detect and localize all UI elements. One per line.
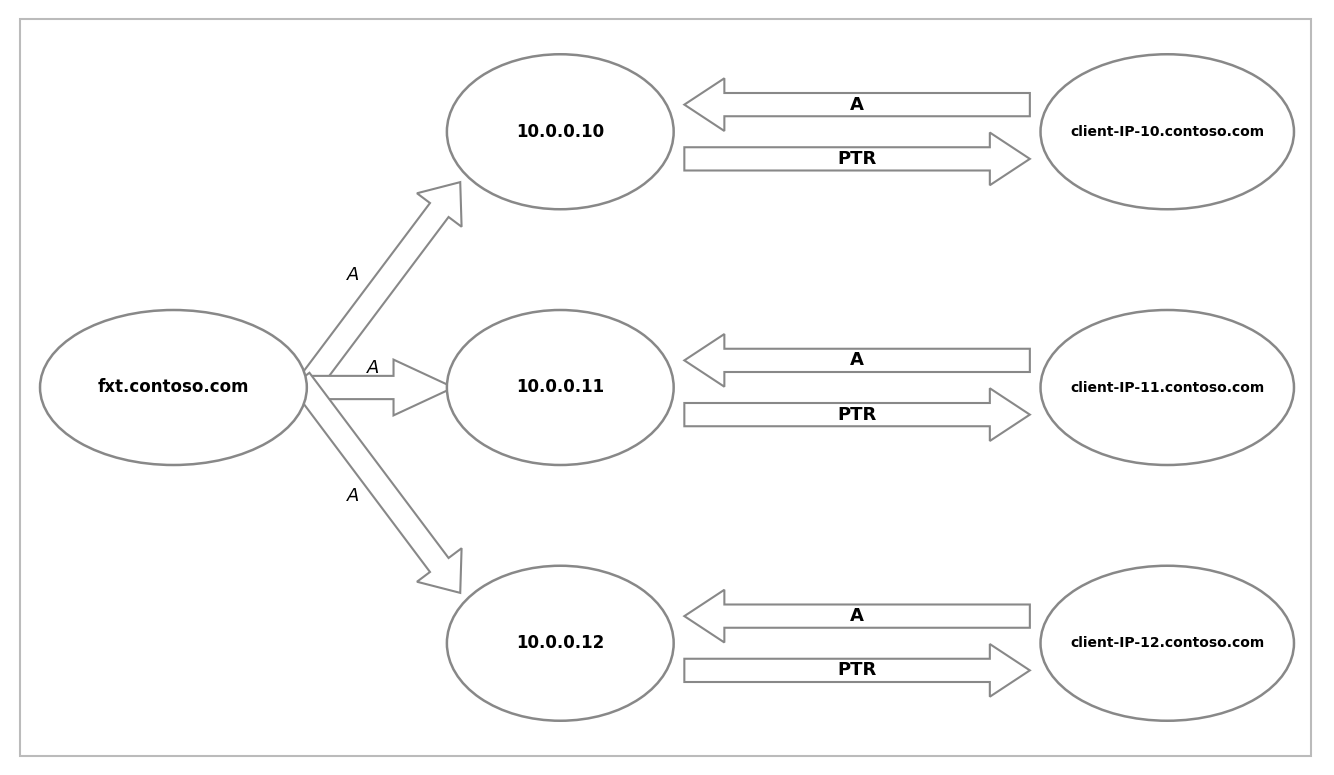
Ellipse shape — [447, 566, 674, 721]
Text: client-IP-12.contoso.com: client-IP-12.contoso.com — [1070, 636, 1265, 650]
Text: PTR: PTR — [838, 150, 876, 168]
Text: A: A — [347, 266, 360, 284]
Text: PTR: PTR — [838, 661, 876, 680]
Text: A: A — [367, 359, 380, 377]
Ellipse shape — [447, 54, 674, 209]
Polygon shape — [684, 78, 1030, 131]
Ellipse shape — [1041, 54, 1294, 209]
Text: PTR: PTR — [838, 405, 876, 424]
Text: client-IP-11.contoso.com: client-IP-11.contoso.com — [1070, 381, 1265, 394]
Text: 10.0.0.11: 10.0.0.11 — [516, 378, 604, 397]
Text: A: A — [850, 607, 864, 625]
Text: A: A — [850, 351, 864, 370]
Polygon shape — [684, 590, 1030, 642]
Text: 10.0.0.10: 10.0.0.10 — [516, 122, 604, 141]
Polygon shape — [291, 373, 462, 593]
Text: 10.0.0.12: 10.0.0.12 — [516, 634, 604, 653]
Polygon shape — [291, 182, 462, 402]
Polygon shape — [307, 360, 454, 415]
Text: client-IP-10.contoso.com: client-IP-10.contoso.com — [1070, 125, 1265, 139]
Polygon shape — [684, 334, 1030, 387]
Polygon shape — [684, 644, 1030, 697]
Text: A: A — [347, 487, 360, 505]
Ellipse shape — [1041, 566, 1294, 721]
Polygon shape — [684, 133, 1030, 185]
Ellipse shape — [1041, 310, 1294, 465]
Text: A: A — [850, 95, 864, 114]
Polygon shape — [684, 388, 1030, 441]
Ellipse shape — [40, 310, 307, 465]
Ellipse shape — [447, 310, 674, 465]
Text: fxt.contoso.com: fxt.contoso.com — [97, 378, 249, 397]
